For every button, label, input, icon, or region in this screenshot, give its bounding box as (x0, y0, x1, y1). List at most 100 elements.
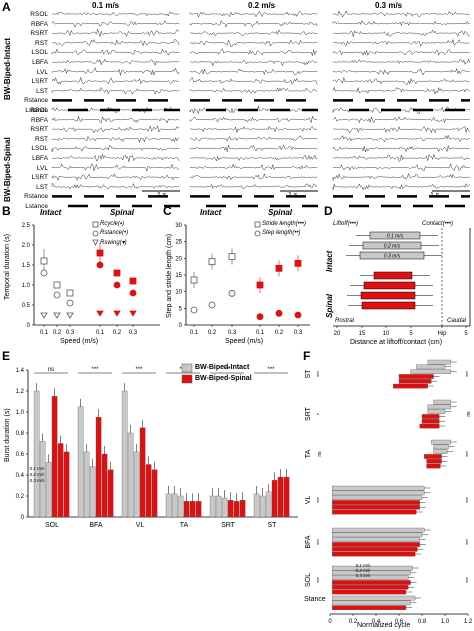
emg-trace (189, 77, 318, 85)
channel-intact-lst: LST (36, 87, 48, 95)
c-point-stride (275, 264, 283, 272)
channel-intact-lstance: Lstance (25, 107, 48, 114)
b-point-rcycle (129, 277, 137, 285)
c-xtick-label: 0.2 (275, 330, 284, 336)
c-point-stride (208, 258, 216, 266)
d-bar (362, 241, 422, 250)
f-sig-right: *** (466, 577, 472, 583)
emg-trace (189, 68, 318, 76)
d-bar-label: 0.3 m/s (384, 254, 401, 260)
channel-spinal-rst: RST (35, 135, 48, 143)
panel-d-letter: D (324, 204, 333, 218)
panel-c-intact: Intact (200, 208, 222, 217)
f-sig-left: *** (317, 371, 323, 377)
c-legend-square (254, 221, 261, 228)
panel-c-xlabel: Speed (m/s) (225, 338, 264, 345)
b-xtick-label: 0.1 (96, 330, 105, 336)
b-point-rswing (66, 312, 74, 319)
c-ytick-label: 10 (175, 290, 182, 296)
emg-trace (332, 86, 470, 95)
e-speed-label: 0.2 m/s (30, 472, 46, 477)
channel-spinal-lvl: LVL (36, 164, 48, 172)
channel-intact-lsol: LSOL (31, 49, 48, 57)
emg-trace (189, 183, 318, 190)
emg-trace (51, 67, 180, 76)
f-sig-left: ns (317, 451, 323, 457)
b-ytick-label: 1.5 (22, 263, 31, 269)
b-point-rswing (129, 310, 137, 317)
f-bar-sol (332, 585, 409, 590)
scalebar-label-3: 1 s (430, 192, 440, 199)
f-bar-vl (332, 509, 417, 515)
emg-trace (332, 68, 470, 76)
emg-trace (332, 106, 470, 114)
f-bar-bfa (332, 532, 423, 538)
f-sig-right: ns (466, 411, 472, 417)
emg-trace (189, 125, 318, 133)
panel-b-intact: Intact (40, 208, 62, 217)
f-bar-sol (332, 570, 411, 576)
b-legend-square (92, 221, 99, 228)
emg-trace (51, 58, 180, 67)
b-legend-triangle (92, 239, 99, 246)
f-bar-sol (332, 575, 409, 580)
b-point-rcycle (40, 257, 48, 265)
d-bar (360, 291, 416, 300)
f-sig-right: *** (466, 539, 472, 545)
b-legend-circle (92, 230, 99, 237)
e-sig-label: *** (91, 367, 99, 373)
panel-b-legend-3: Rswing(▾) (100, 240, 127, 246)
emg-trace (189, 135, 318, 142)
e-ytick-label: 1.2 (16, 389, 25, 395)
f-bar-srt (433, 399, 451, 405)
f-sig-right: *** (466, 497, 472, 503)
c-point-step (208, 301, 216, 309)
channel-intact-rsol: RSOL (30, 11, 48, 18)
emg-trace (189, 20, 318, 28)
d-xtick-label: 20 (334, 331, 341, 337)
e-ytick-label: 1.4 (16, 368, 25, 374)
f-bar-srt (419, 423, 440, 429)
channel-intact-rstance: Rstance (24, 97, 48, 105)
legend-intact-swatch (181, 363, 193, 373)
e-ytick-label: 0 (21, 515, 25, 521)
c-ytick-label: 25 (175, 240, 182, 246)
f-xtick-label: 0.8 (418, 619, 427, 625)
b-ytick-label: 0 (27, 323, 31, 329)
channel-spinal-lsrt: LSRT (31, 174, 49, 182)
b-point-rstance (40, 269, 48, 277)
e-ytick-label: 0.4 (16, 473, 25, 479)
panel-b-legend-2: Rstance(•) (100, 230, 129, 236)
c-ytick-label: 0 (179, 323, 183, 329)
f-bar-st (416, 364, 446, 370)
channel-spinal-rsrt: RSRT (30, 126, 48, 134)
panel-d-contact: Contact(•••) (422, 221, 453, 227)
scalebar-label-1: 1 s (157, 192, 167, 199)
panel-f-letter: F (303, 349, 311, 363)
emg-trace (332, 134, 470, 143)
channel-spinal-lstance: Lstance (25, 203, 48, 210)
c-point-stride (256, 281, 264, 289)
c-point-stride (294, 259, 302, 267)
panel-c-legend-2: Step length(••) (262, 230, 301, 236)
f-bar-ta (433, 449, 448, 454)
c-ytick-label: 15 (175, 273, 182, 279)
f-muscle-label: TA (305, 449, 312, 458)
panel-c-spinal: Spinal (268, 208, 293, 217)
emg-trace (189, 59, 318, 67)
d-bar-label: 0.2 m/s (384, 244, 401, 250)
f-bar-ta (433, 444, 449, 450)
f-muscle-label: SRT (305, 406, 312, 421)
b-point-rswing (113, 310, 121, 317)
emg-trace (189, 144, 318, 152)
emg-trace (51, 135, 180, 143)
speed-label-3: 0.3 m/s (375, 1, 403, 10)
emg-trace (332, 182, 470, 191)
b-point-rswing (96, 310, 104, 317)
b-xtick-label: 0.3 (66, 330, 75, 336)
f-bar-vl (332, 500, 420, 505)
e-sig-label: ns (48, 367, 54, 373)
e-xtick-label: BFA (89, 522, 103, 529)
